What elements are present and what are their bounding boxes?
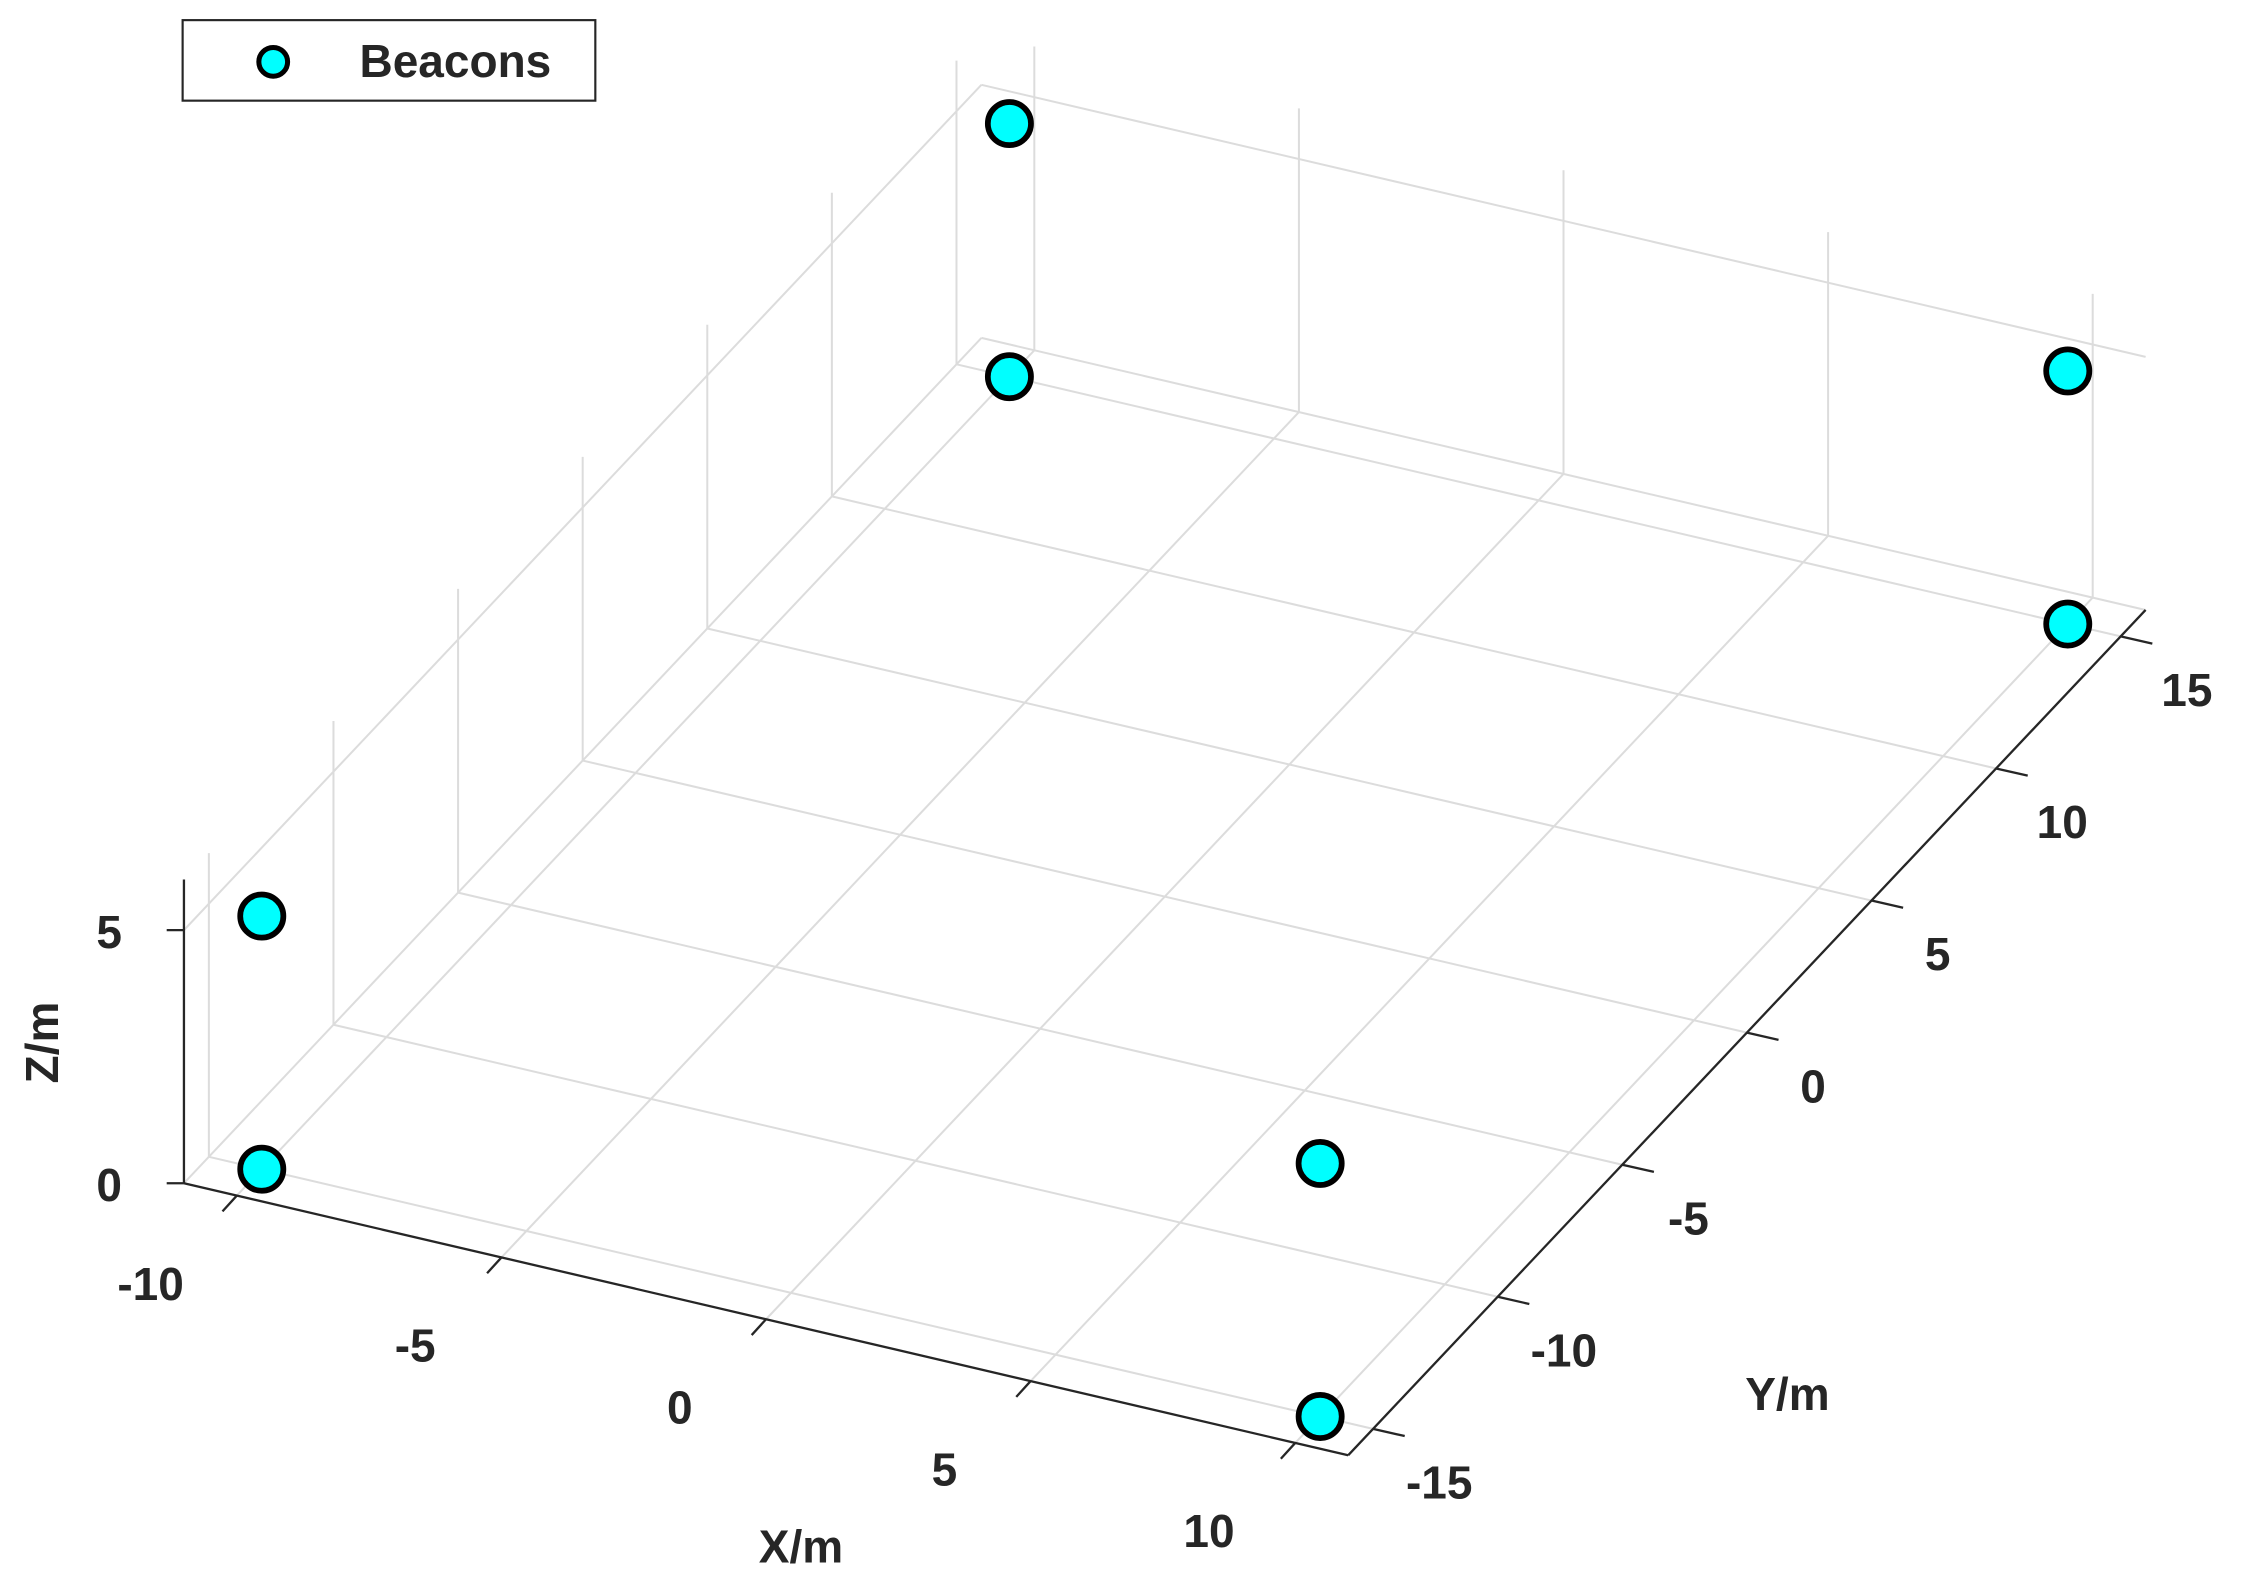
grid-line (333, 1023, 1498, 1298)
plot-area: X/m Y/m Z/m -10 -5 0 5 10 -15 -10 -5 0 5 10 15 0 5 Bea… (16, 19, 2212, 1572)
grid-line (831, 495, 1997, 770)
grid-line (183, 337, 983, 1184)
y-tick (1871, 899, 1904, 909)
y-tick-label: 15 (2161, 664, 2212, 716)
y-tick-label: -5 (1668, 1192, 1709, 1244)
x-tick (1280, 1442, 1297, 1460)
grid-line (956, 363, 2121, 638)
x-tick-label: 0 (667, 1381, 693, 1433)
grid-line (981, 336, 2146, 611)
y-tick (1372, 1427, 1405, 1438)
y-tick (1995, 767, 2028, 777)
grid-line (981, 83, 2146, 358)
beacon-marker (1295, 1138, 1345, 1188)
y-tick-label: -10 (1531, 1324, 1597, 1376)
grid-line (707, 627, 1872, 902)
x-tick (221, 1194, 238, 1213)
y-tick (1497, 1295, 1530, 1306)
beacon-marker (2043, 599, 2093, 649)
x-tick (750, 1318, 767, 1336)
grid-line (457, 891, 1623, 1166)
x-tick-label: 10 (1183, 1505, 1234, 1557)
x-tick-label: -5 (395, 1320, 436, 1372)
beacon-marker (984, 352, 1034, 402)
grid-line (208, 1155, 1374, 1430)
y-tick (1622, 1163, 1655, 1174)
y-tick-label: 10 (2037, 796, 2088, 848)
x-tick-label: 5 (932, 1443, 958, 1495)
z-tick-label: 5 (96, 906, 122, 958)
beacon-marker (1295, 1392, 1345, 1441)
y-axis (1347, 609, 2147, 1457)
grid-line (183, 84, 983, 931)
beacon-marker (237, 891, 287, 941)
y-tick-label: -15 (1406, 1457, 1472, 1509)
legend-box (181, 19, 597, 102)
y-tick-label: 5 (1925, 928, 1951, 980)
y-tick (2120, 635, 2153, 645)
x-tick (486, 1256, 503, 1275)
z-tick-label: 0 (96, 1159, 122, 1211)
x-tick-label: -10 (117, 1258, 183, 1310)
legend-label: Beacons (360, 35, 552, 87)
grid-line (582, 759, 1748, 1034)
x-axis-label: X/m (759, 1520, 843, 1572)
y-axis-label: Y/m (1745, 1368, 1829, 1420)
legend-marker (256, 44, 291, 79)
x-tick (1015, 1380, 1032, 1398)
y-tick-label: 0 (1800, 1060, 1826, 1112)
beacon-marker (237, 1144, 287, 1194)
y-tick (1746, 1031, 1779, 1041)
z-axis-label: Z/m (16, 1002, 68, 1084)
beacon-marker (2043, 346, 2093, 396)
beacon-marker (984, 99, 1034, 149)
